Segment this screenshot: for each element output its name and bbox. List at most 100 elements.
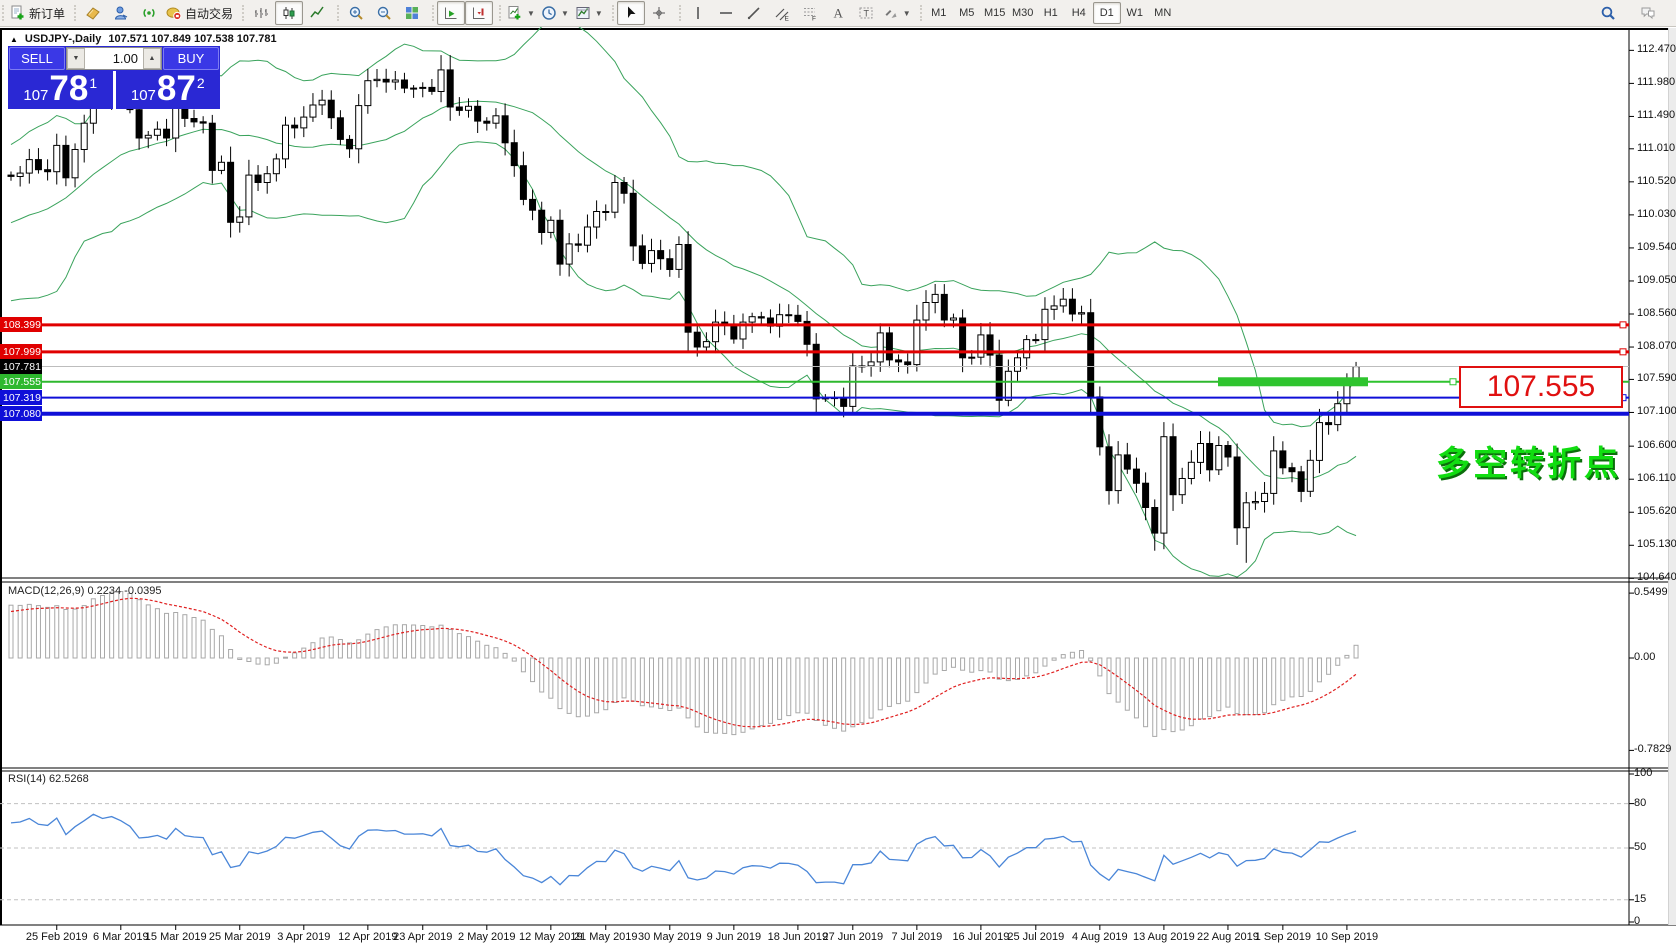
crosshair-button[interactable] bbox=[645, 1, 673, 25]
fibo-icon: F bbox=[803, 8, 816, 22]
tile-windows-button[interactable] bbox=[398, 1, 426, 25]
toolbar-group bbox=[240, 0, 335, 26]
chart-symbol-period: USDJPY-,Daily bbox=[24, 33, 102, 45]
date-label: 18 Jun 2019 bbox=[767, 931, 829, 943]
buy-button[interactable]: BUY bbox=[163, 47, 219, 70]
channel-icon: E bbox=[775, 8, 789, 21]
chat-icon bbox=[1641, 7, 1655, 20]
indicators-button[interactable]: ▼ bbox=[504, 1, 538, 25]
vertical-line-button[interactable] bbox=[684, 1, 712, 25]
community-chat-button[interactable] bbox=[1634, 1, 1662, 25]
shapes-icon bbox=[885, 10, 897, 18]
line-anchor[interactable] bbox=[1449, 378, 1457, 386]
annotation-text[interactable]: 多空转折点 bbox=[1436, 445, 1621, 483]
timeframe-m15[interactable]: M15 bbox=[984, 7, 1006, 19]
date-label: 25 Feb 2019 bbox=[25, 931, 88, 943]
price-callout-box[interactable]: 107.555 bbox=[1459, 366, 1623, 408]
chevron-down-icon[interactable]: ▼ bbox=[560, 8, 569, 18]
fibonacci-button[interactable]: F bbox=[796, 1, 824, 25]
bar-chart-button[interactable] bbox=[247, 1, 275, 25]
chevron-down-icon[interactable]: ▼ bbox=[527, 8, 535, 18]
search-button[interactable] bbox=[1594, 1, 1622, 25]
panel-divider[interactable] bbox=[0, 577, 1629, 582]
crosshair-icon bbox=[652, 7, 665, 19]
sell-button[interactable]: SELL bbox=[9, 47, 65, 70]
toolbar-group: 自动交易 bbox=[72, 0, 240, 26]
text-label-button[interactable]: T bbox=[852, 1, 880, 25]
timeframe-m30[interactable]: M30 bbox=[1012, 7, 1034, 19]
line-anchor[interactable] bbox=[1619, 321, 1627, 329]
price-level-badge: 107.555 bbox=[0, 374, 42, 390]
toolbar-group bbox=[430, 0, 497, 26]
line-anchor[interactable] bbox=[1619, 348, 1627, 356]
chevron-down-icon[interactable]: ▼ bbox=[902, 8, 911, 18]
volume-decrease-button[interactable]: ▼ bbox=[67, 48, 85, 69]
date-label: 23 Apr 2019 bbox=[393, 931, 453, 943]
ticket-icon bbox=[86, 7, 100, 20]
date-label: 9 Jun 2019 bbox=[706, 931, 762, 943]
toolbar-group: 新订单 bbox=[0, 0, 72, 26]
price-tick-label: 107.100 bbox=[1637, 405, 1676, 418]
svg-text:F: F bbox=[812, 16, 816, 22]
buy-price[interactable]: 107 87 2 bbox=[115, 71, 220, 109]
date-label: 27 Jun 2019 bbox=[822, 931, 884, 943]
periods-button[interactable]: ▼ bbox=[538, 1, 572, 25]
hline-icon bbox=[719, 12, 732, 14]
rsi-tick-label: 0 bbox=[1634, 915, 1641, 927]
line-chart-button[interactable] bbox=[303, 1, 331, 25]
market-watch-button[interactable] bbox=[107, 1, 135, 25]
timeframe-w1[interactable]: W1 bbox=[1126, 7, 1143, 19]
trendline-button[interactable] bbox=[740, 1, 768, 25]
sell-price[interactable]: 107 78 1 bbox=[8, 71, 113, 109]
zoom-out-button[interactable] bbox=[370, 1, 398, 25]
candles-layer bbox=[7, 55, 1360, 563]
signals-button[interactable] bbox=[135, 1, 163, 25]
text-button[interactable]: A bbox=[824, 1, 852, 25]
search-icon bbox=[1601, 6, 1615, 20]
price-tick-label: 108.070 bbox=[1637, 340, 1676, 353]
profiles-button[interactable] bbox=[79, 1, 107, 25]
timeframe-m5[interactable]: M5 bbox=[959, 7, 975, 19]
price-tick-label: 110.030 bbox=[1637, 207, 1676, 220]
new-order-button[interactable]: 新订单 bbox=[7, 1, 68, 25]
horizontal-line-button[interactable] bbox=[712, 1, 740, 25]
timeframe-h1[interactable]: H1 bbox=[1043, 7, 1058, 19]
chart-shift-button[interactable] bbox=[465, 1, 494, 25]
macd-tick-label: 0.00 bbox=[1634, 651, 1656, 663]
price-tick-label: 106.110 bbox=[1637, 472, 1676, 485]
auto-scroll-button[interactable] bbox=[437, 1, 466, 25]
equidistant-channel-button[interactable]: E bbox=[768, 1, 796, 25]
buy-price-point: 2 bbox=[196, 75, 205, 91]
trendline-segment[interactable] bbox=[1218, 377, 1368, 387]
svg-text:T: T bbox=[863, 9, 869, 19]
chevron-down-icon[interactable]: ▼ bbox=[594, 8, 603, 18]
vertical-scrollbar[interactable] bbox=[1668, 28, 1676, 925]
timeframe-m1[interactable]: M1 bbox=[931, 7, 947, 19]
price-tick-label: 104.640 bbox=[1637, 571, 1676, 584]
cursor-button[interactable] bbox=[616, 1, 645, 25]
timeframe-mn[interactable]: MN bbox=[1154, 7, 1172, 19]
zoom-in-button[interactable] bbox=[342, 1, 370, 25]
panel-collapse-icon[interactable]: ▲ bbox=[10, 34, 18, 44]
templates-button[interactable]: ▼ bbox=[572, 1, 606, 25]
date-label: 12 May 2019 bbox=[519, 931, 583, 943]
volume-input[interactable]: 1.00 bbox=[85, 48, 143, 69]
arrows-button[interactable]: ▼ bbox=[880, 1, 914, 25]
candlestick-button[interactable] bbox=[275, 1, 304, 25]
bollinger-bands bbox=[10, 20, 1357, 578]
timeframe-h4[interactable]: H4 bbox=[1071, 7, 1086, 19]
macd-tick-label: 0.5499 bbox=[1634, 586, 1668, 599]
svg-text:A: A bbox=[833, 6, 843, 21]
autotrading-button[interactable]: 自动交易 bbox=[163, 1, 236, 25]
panel-divider[interactable] bbox=[0, 767, 1629, 772]
autotrading-button-label: 自动交易 bbox=[185, 6, 234, 21]
highlight-segment[interactable] bbox=[1218, 377, 1457, 387]
chart-ohlc-values: 107.571 107.849 107.538 107.781 bbox=[108, 33, 277, 45]
volume-increase-button[interactable]: ▲ bbox=[143, 48, 161, 69]
date-label: 1 Sep 2019 bbox=[1254, 931, 1311, 943]
market-watch-icon bbox=[114, 6, 128, 20]
timeframe-d1[interactable]: D1 bbox=[1092, 2, 1121, 24]
price-level-badge: 107.080 bbox=[0, 406, 42, 422]
volume-stepper: ▼ 1.00 ▲ bbox=[66, 47, 162, 70]
